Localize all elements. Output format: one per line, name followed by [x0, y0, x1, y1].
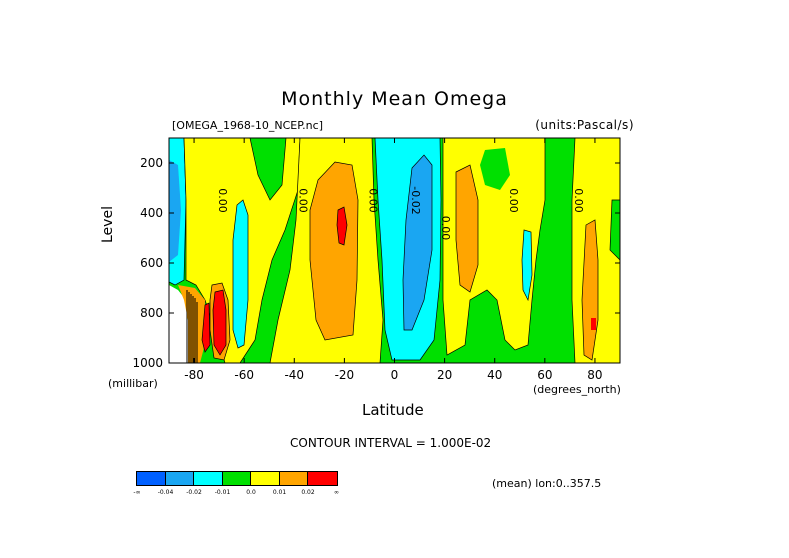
colorbar-swatch	[221, 471, 252, 486]
y-tick-label: 200	[140, 156, 163, 170]
field-red-minus72	[212, 289, 227, 356]
x-tick-label: -20	[335, 368, 355, 382]
colorbar-label: -0.04	[157, 489, 174, 496]
field-cyan-minus65	[232, 199, 249, 349]
tick-labels: -80 -60 -40 -20 0 20 40 60 80 200 400 600 800 1000	[132, 156, 602, 382]
colorbar-swatch	[307, 471, 338, 486]
field-orange-bl	[178, 285, 206, 363]
x-tick-label: -80	[184, 368, 204, 382]
field-green-right-patch	[480, 148, 510, 190]
contour-dense-bl	[186, 290, 198, 363]
field-cyan-55	[521, 229, 533, 302]
colorbar-label: 0.0	[246, 489, 256, 496]
units-label: (units:Pascal/s)	[535, 118, 634, 132]
colorbar-swatch	[193, 471, 224, 486]
x-tick-label: -60	[234, 368, 254, 382]
colorbar-label: -0.01	[214, 489, 231, 496]
contour-interval: CONTOUR INTERVAL = 1.000E-02	[290, 436, 492, 450]
colorbar-label: -∞	[133, 489, 141, 496]
x-axis-unit: (degrees_north)	[533, 383, 621, 396]
x-tick-label: 80	[587, 368, 602, 382]
x-tick-label: 60	[537, 368, 552, 382]
field-orange-30	[455, 164, 479, 293]
contour-label: 0.00	[216, 188, 229, 213]
field-blue-left	[169, 160, 181, 262]
colorbar-label: ∞	[334, 489, 339, 496]
y-axis-unit: (millibar)	[108, 377, 158, 390]
x-tick-label: -40	[284, 368, 304, 382]
colorbar-label: 0.02	[301, 489, 315, 496]
contour-label: 0.00	[572, 188, 585, 213]
y-axis-label: Level	[100, 206, 116, 243]
x-tick-label: 0	[391, 368, 399, 382]
x-tick-label: 20	[437, 368, 452, 382]
contour-label: 0.00	[366, 188, 379, 213]
contour-label: 0.00	[507, 188, 520, 213]
field-red-minus22	[336, 206, 348, 246]
x-tick-label: 40	[487, 368, 502, 382]
field-white-bl	[169, 285, 188, 363]
y-tick-label: 800	[140, 306, 163, 320]
axis-ticks	[169, 138, 620, 364]
colorbar-swatch	[164, 471, 195, 486]
colorbar-swatch	[278, 471, 309, 486]
y-tick-label: 400	[140, 206, 163, 220]
contour-field	[169, 138, 620, 363]
colorbar-label: 0.01	[272, 489, 287, 496]
field-red-80	[591, 318, 596, 330]
y-tick-label: 600	[140, 256, 163, 270]
x-axis-label: Latitude	[362, 401, 424, 419]
contour-label: 0.00	[439, 216, 452, 241]
chart-title: Monthly Mean Omega	[281, 88, 508, 110]
field-orange-minus22	[309, 161, 359, 341]
field-blue-eq	[402, 154, 433, 331]
field-red-minus78	[201, 302, 211, 353]
mean-info: (mean) lon:0..357.5	[492, 477, 602, 490]
contour-label: -0.02	[409, 186, 422, 214]
contour-label: 0.00	[296, 188, 309, 213]
contour-labels: 0.00 0.00 0.00 0.00 0.00 0.00 -0.02	[216, 186, 585, 240]
colorbar-swatch	[250, 471, 281, 486]
colorbar-label: -0.02	[186, 489, 202, 496]
y-tick-label: 1000	[132, 356, 163, 370]
colorbar-swatch	[136, 471, 167, 486]
file-name: [OMEGA_1968-10_NCEP.nc]	[172, 119, 323, 132]
